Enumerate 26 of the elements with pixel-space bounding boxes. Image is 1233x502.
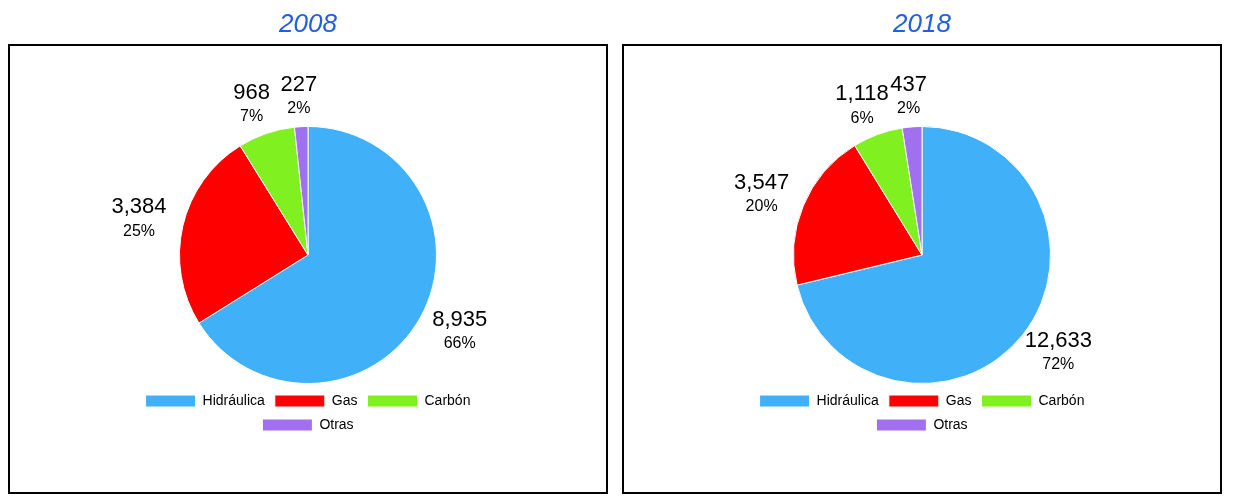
chart-title: 2018 — [892, 8, 952, 40]
data-label: 1,118 — [835, 80, 889, 106]
legend-label: Hidráulica — [202, 391, 266, 408]
text: 2% — [897, 99, 921, 117]
legend-label: Otras — [319, 415, 354, 432]
legend-label: Gas — [331, 391, 358, 408]
text: 2% — [287, 99, 311, 117]
text: 66% — [443, 334, 476, 352]
data-label: 968 — [233, 79, 271, 105]
legend-label: Hidráulica — [816, 391, 880, 408]
text: 6% — [850, 108, 874, 126]
text: 72% — [1042, 355, 1075, 373]
legend-label: Otras — [933, 415, 968, 432]
data-label: 227 — [280, 70, 318, 96]
data-label: 12,633 — [1024, 327, 1092, 353]
data-label: 8,935 — [432, 305, 488, 331]
text: 7% — [240, 107, 264, 125]
legend-label: Gas — [945, 391, 972, 408]
legend-label: Carbón — [1038, 391, 1085, 408]
text: 25% — [122, 221, 156, 239]
chart-title: 2008 — [278, 8, 338, 40]
data-label: 3,547 — [734, 168, 790, 194]
legend-label: Carbón — [424, 391, 471, 408]
data-label: 3,384 — [111, 193, 167, 219]
text: 20% — [745, 196, 778, 214]
data-label: 437 — [890, 71, 927, 97]
